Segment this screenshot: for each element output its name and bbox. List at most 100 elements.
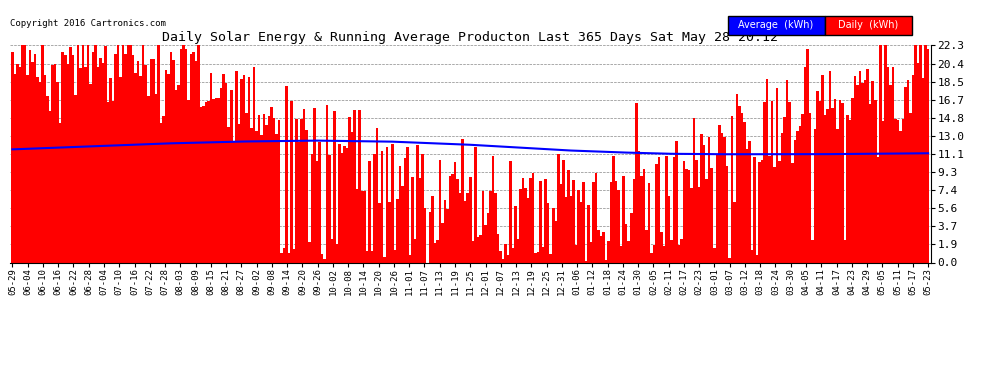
Bar xyxy=(265,125,267,262)
Bar xyxy=(446,209,448,262)
Bar xyxy=(140,76,142,262)
Bar xyxy=(142,45,145,262)
Bar xyxy=(84,67,86,262)
Bar xyxy=(39,81,42,262)
Bar xyxy=(552,208,554,262)
Bar xyxy=(59,123,61,262)
Bar xyxy=(618,190,620,262)
Bar xyxy=(172,60,174,262)
Bar xyxy=(190,54,192,262)
Bar xyxy=(874,100,876,262)
Bar xyxy=(811,240,814,262)
Bar xyxy=(383,257,386,262)
Bar xyxy=(914,45,917,262)
Bar xyxy=(638,150,641,262)
Bar xyxy=(355,189,358,262)
Bar xyxy=(628,241,630,262)
Bar xyxy=(693,118,695,262)
Bar xyxy=(185,48,187,262)
Bar xyxy=(316,161,318,262)
Bar xyxy=(657,157,660,262)
Bar xyxy=(192,52,195,262)
Bar xyxy=(16,64,19,262)
Bar xyxy=(615,181,618,262)
Bar xyxy=(708,138,711,262)
Bar xyxy=(21,45,24,262)
Bar xyxy=(290,102,293,262)
Bar xyxy=(404,158,406,262)
Bar xyxy=(894,118,897,262)
Bar xyxy=(922,78,925,262)
Bar xyxy=(456,179,459,262)
Bar xyxy=(871,81,874,262)
Bar xyxy=(925,45,927,262)
Bar xyxy=(360,191,363,262)
Bar xyxy=(492,156,494,262)
Bar xyxy=(341,153,344,262)
Bar xyxy=(569,196,572,262)
Bar xyxy=(829,71,832,262)
Bar xyxy=(711,168,713,262)
Bar xyxy=(602,231,605,262)
Bar xyxy=(339,144,341,262)
Bar xyxy=(899,131,902,262)
Bar xyxy=(248,77,250,262)
Bar xyxy=(592,182,595,262)
Bar xyxy=(920,45,922,262)
Bar xyxy=(205,102,207,262)
Bar xyxy=(585,261,587,262)
Bar xyxy=(451,174,453,262)
Bar xyxy=(590,242,592,262)
Bar xyxy=(688,170,690,262)
Bar xyxy=(641,176,643,262)
Bar xyxy=(773,167,776,262)
Bar xyxy=(607,242,610,262)
Bar xyxy=(273,118,275,262)
Bar xyxy=(114,54,117,262)
Bar xyxy=(741,113,743,262)
Bar xyxy=(481,191,484,262)
Bar xyxy=(839,100,842,262)
Bar xyxy=(388,202,391,262)
Bar xyxy=(149,59,152,262)
Bar xyxy=(763,102,766,262)
Bar xyxy=(306,130,308,262)
Bar xyxy=(476,237,479,262)
Bar xyxy=(574,245,577,262)
Bar xyxy=(109,78,112,262)
Bar xyxy=(180,49,182,262)
Bar xyxy=(461,138,464,262)
Bar xyxy=(902,119,904,262)
Bar xyxy=(816,91,819,262)
Bar xyxy=(350,132,353,262)
Bar xyxy=(796,130,799,262)
Bar xyxy=(771,102,773,262)
Bar xyxy=(406,147,409,262)
Bar xyxy=(673,158,675,262)
Bar xyxy=(884,45,887,262)
Bar xyxy=(74,95,76,262)
Bar xyxy=(437,240,439,262)
Bar xyxy=(540,181,542,262)
Bar xyxy=(112,101,114,262)
Bar xyxy=(542,247,545,262)
Bar xyxy=(514,207,517,262)
Bar xyxy=(159,123,162,262)
Bar xyxy=(391,144,393,262)
Bar xyxy=(448,176,451,262)
Bar xyxy=(788,102,791,262)
Bar xyxy=(613,156,615,262)
FancyBboxPatch shape xyxy=(825,16,912,35)
Bar xyxy=(662,246,665,262)
Bar xyxy=(562,160,564,262)
Bar xyxy=(834,99,837,262)
Bar xyxy=(479,236,481,262)
Bar xyxy=(698,187,700,262)
Bar xyxy=(869,104,871,262)
Bar xyxy=(853,76,856,262)
Bar xyxy=(336,244,339,262)
Bar xyxy=(734,202,736,262)
Bar xyxy=(169,52,172,262)
Bar xyxy=(832,108,834,262)
Bar xyxy=(399,166,401,262)
